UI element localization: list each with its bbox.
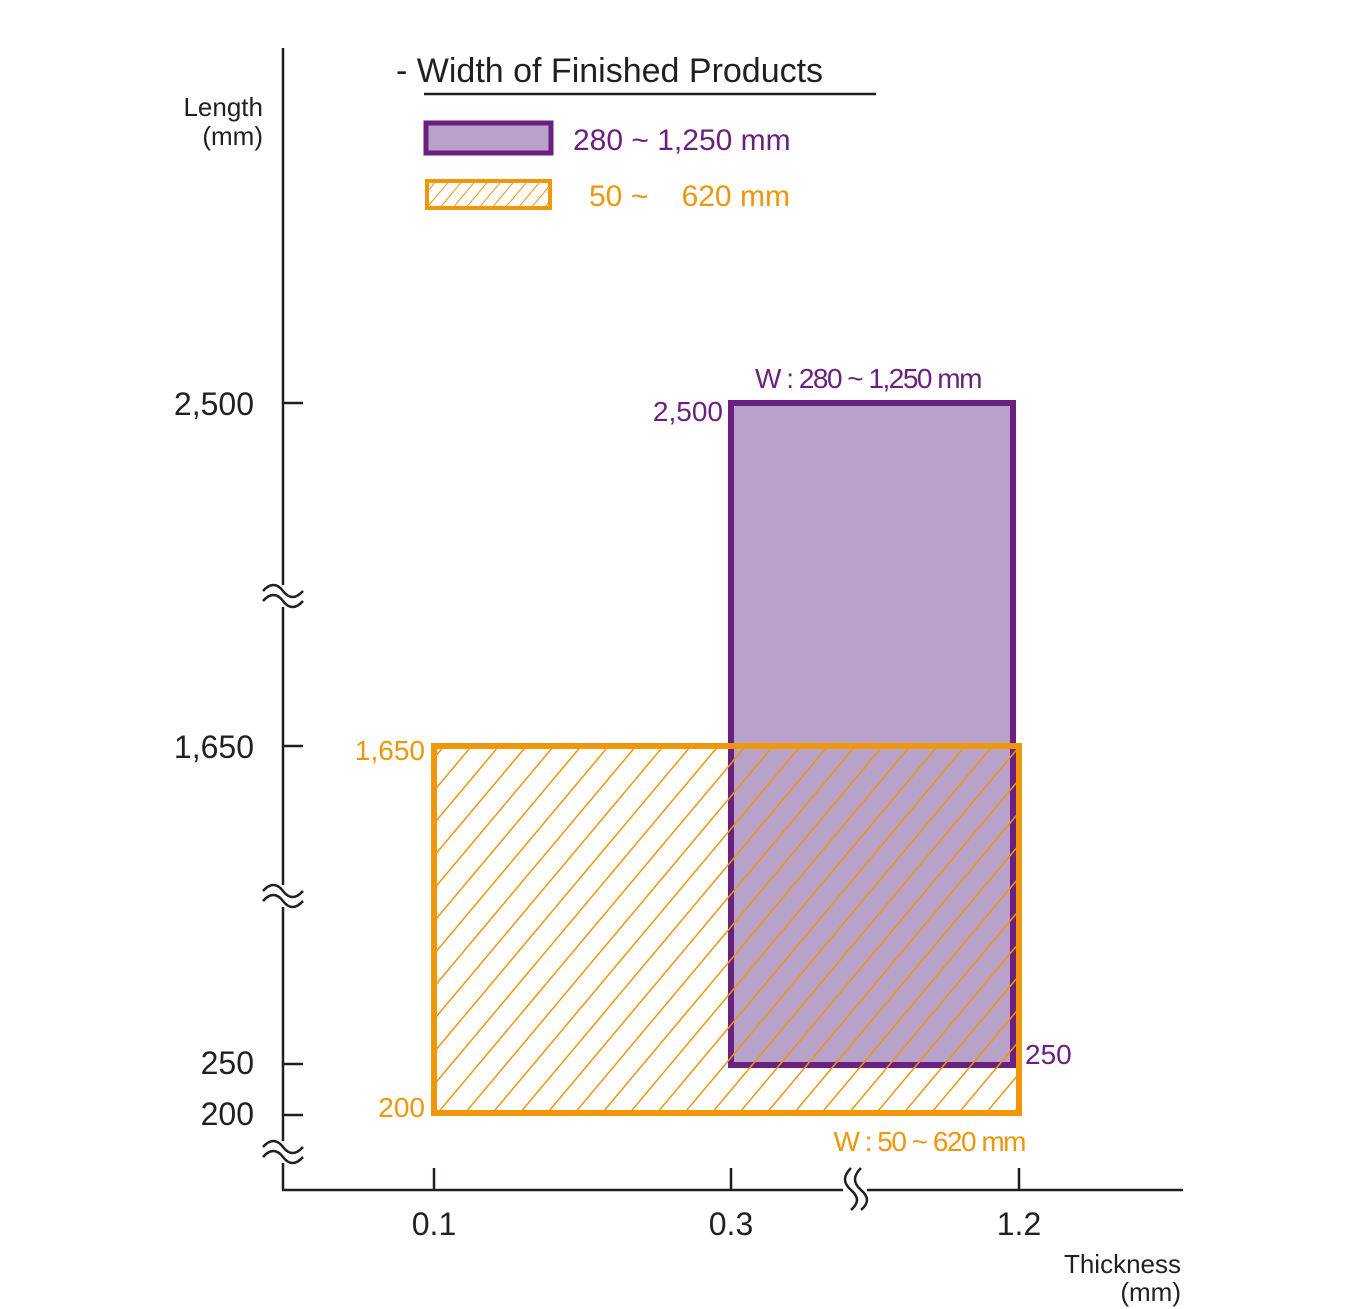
y-tick-label-250: 250 [201, 1045, 254, 1081]
region-50-620-width-label: W : 50 ~ 620 mm [834, 1126, 1026, 1157]
region-280-1250-width-label: W : 280 ~ 1,250 mm [755, 363, 981, 394]
x-ticks: 0.1 0.3 1.2 [412, 1168, 1041, 1242]
y-tick-label-1650: 1,650 [174, 729, 254, 765]
region-50-620-bottom-label: 200 [378, 1092, 425, 1123]
legend-title: - Width of Finished Products [396, 52, 823, 90]
legend: - Width of Finished Products 280 ~ 1,250… [396, 52, 876, 213]
x-tick-label-1.2: 1.2 [997, 1206, 1041, 1242]
x-axis-label-line1: Thickness [1064, 1249, 1181, 1279]
legend-label-50-620: 50 ~ 620 mm [589, 180, 790, 213]
legend-swatch-280-1250 [423, 120, 554, 156]
x-axis-label-line2: (mm) [1120, 1277, 1181, 1307]
y-tick-label-200: 200 [201, 1096, 254, 1132]
x-axis-break [843, 1167, 869, 1211]
y-axis-label-line1: Length [183, 92, 263, 122]
y-axis-break-middle [262, 883, 304, 909]
region-280-1250-bottom-label: 250 [1025, 1039, 1072, 1070]
region-280-1250-top-label: 2,500 [653, 396, 723, 427]
region-50-620-border [431, 743, 1022, 1116]
legend-label-280-1250: 280 ~ 1,250 mm [573, 124, 791, 157]
y-tick-label-2500: 2,500 [174, 386, 254, 422]
region-50-620 [431, 743, 1022, 1116]
x-tick-label-0.1: 0.1 [412, 1206, 456, 1242]
region-50-620-hatch [434, 746, 1019, 1113]
region-50-620-top-label: 1,650 [355, 735, 425, 766]
y-axis-break-upper [262, 583, 304, 609]
x-tick-label-0.3: 0.3 [709, 1206, 753, 1242]
legend-swatch-50-620 [425, 179, 552, 210]
y-ticks: 2,500 1,650 250 200 [174, 386, 303, 1132]
y-axis-break-lower [262, 1139, 304, 1165]
y-axis-label-line2: (mm) [202, 121, 263, 151]
